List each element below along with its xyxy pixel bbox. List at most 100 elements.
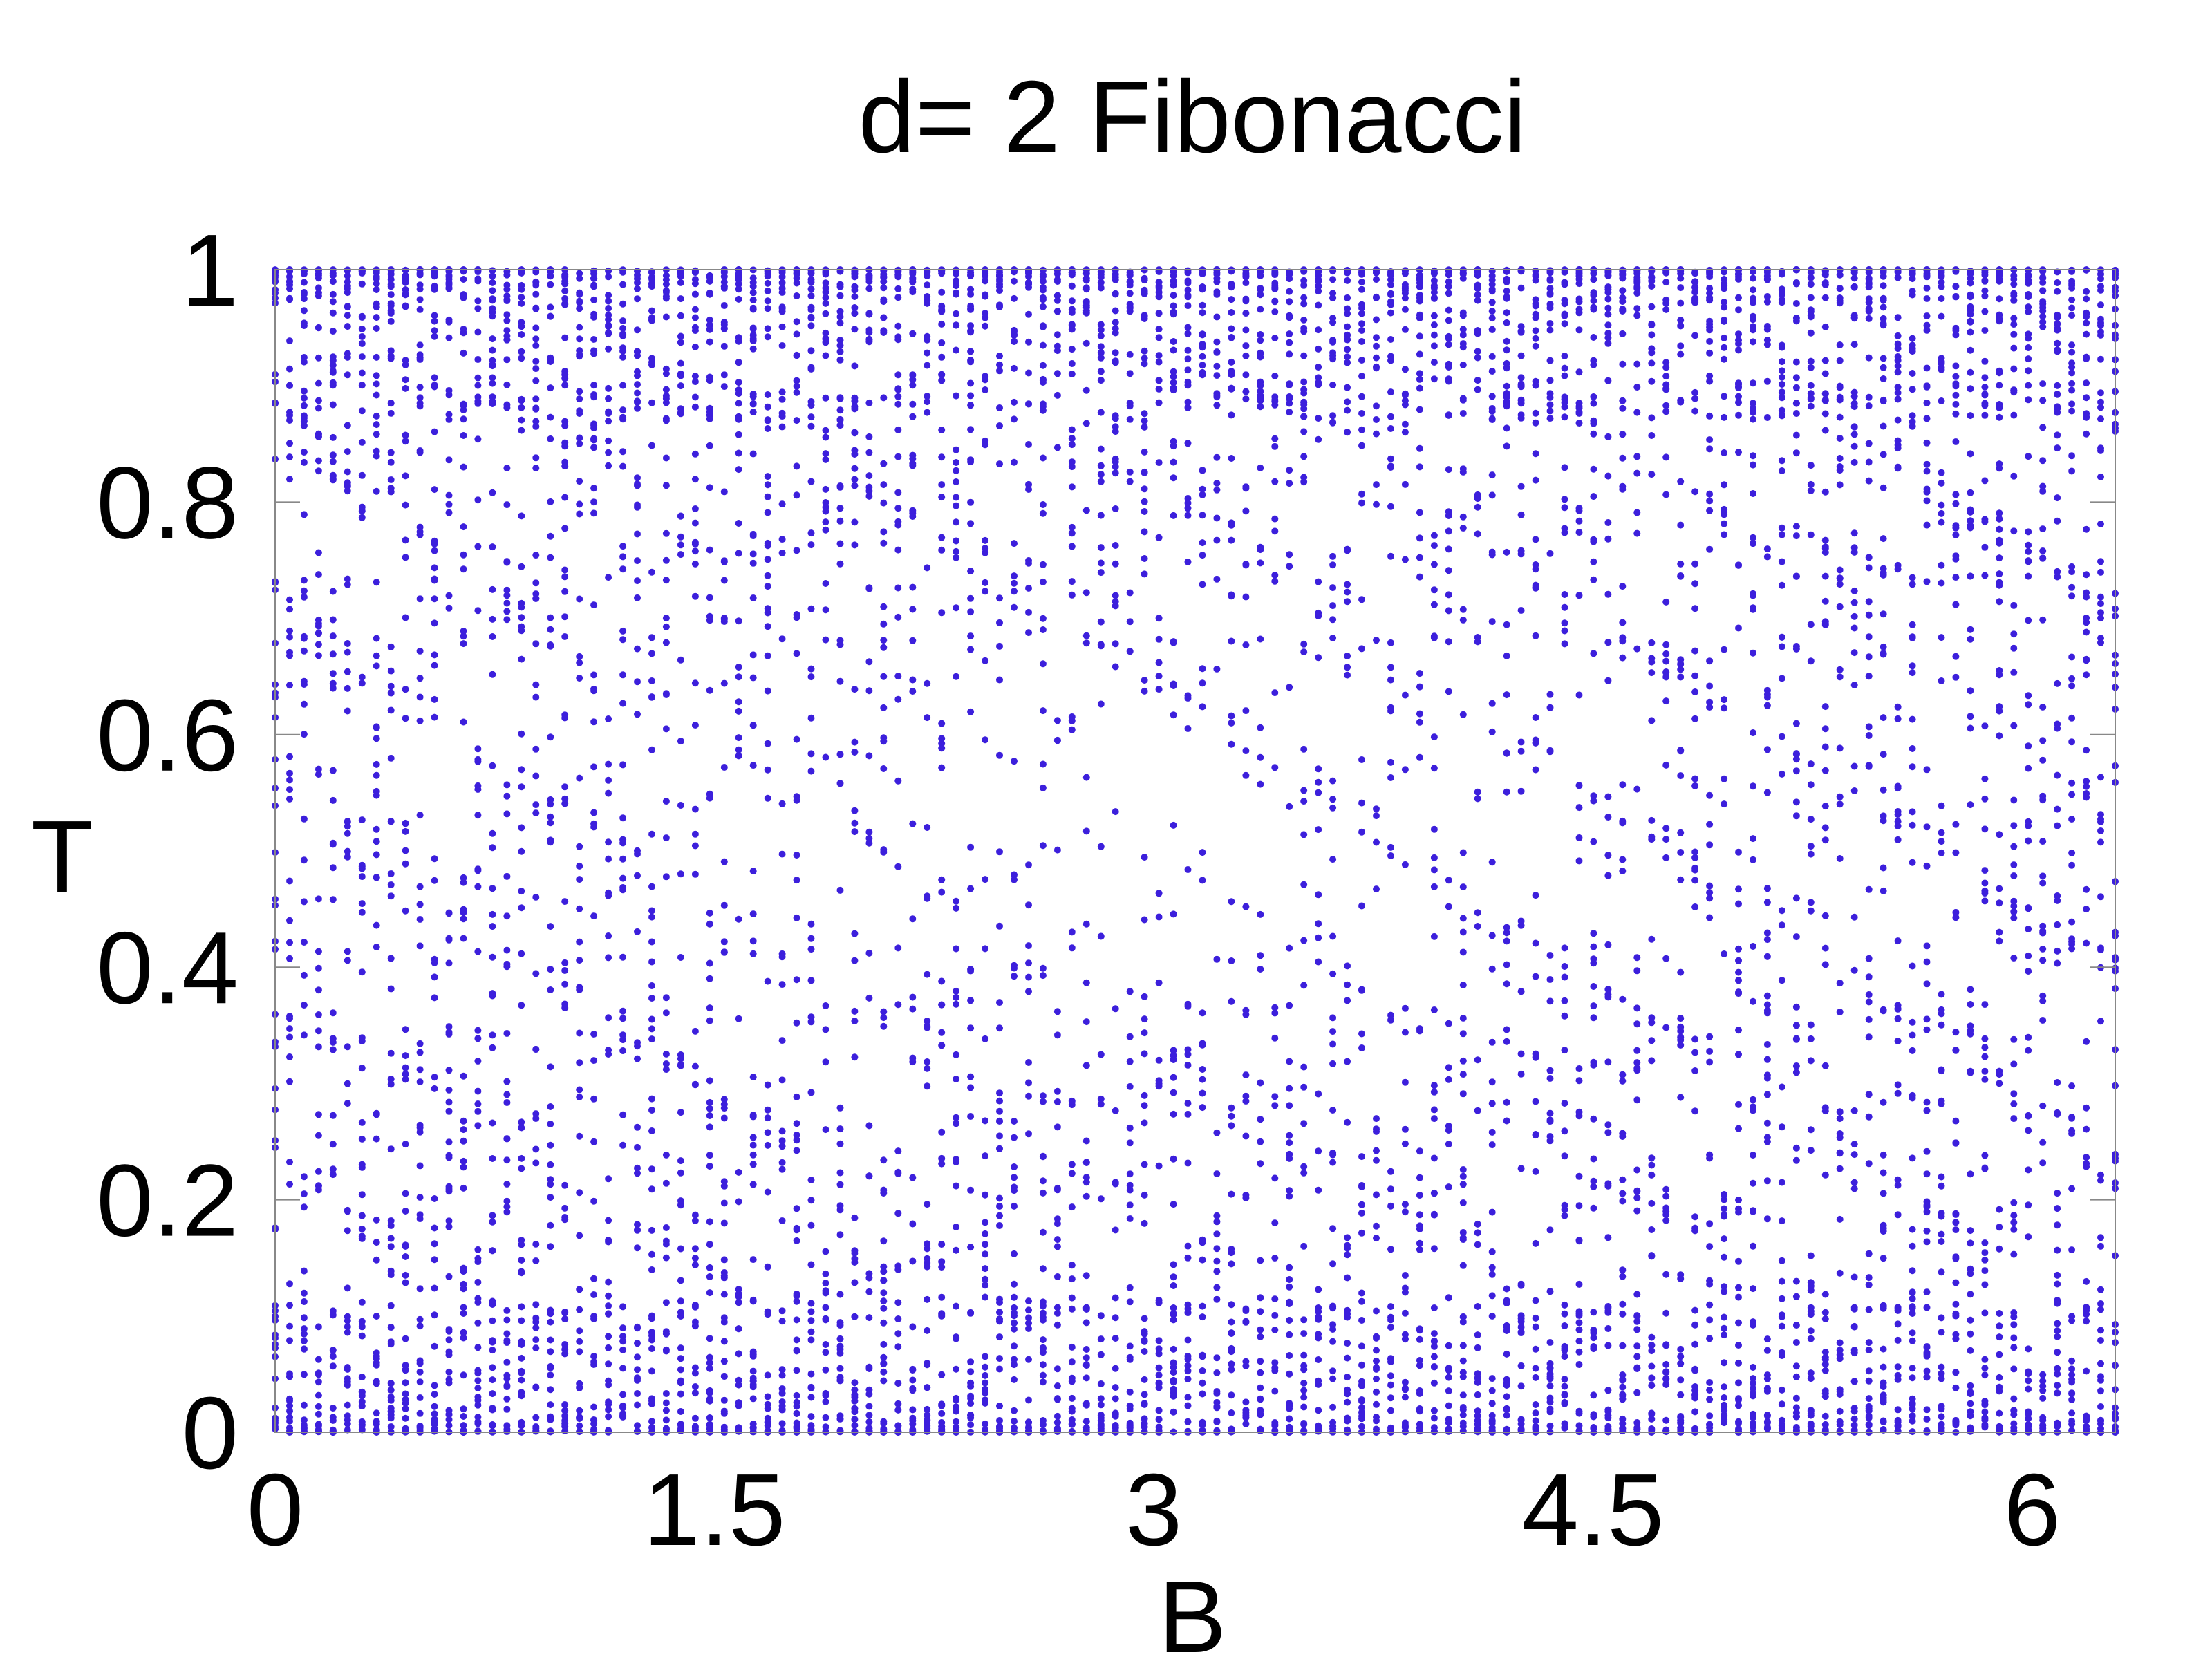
data-point [836,677,844,685]
data-point [315,1182,322,1190]
data-point [1184,1100,1192,1107]
data-point [1329,337,1337,344]
data-point [1286,563,1293,570]
data-point [865,492,873,500]
data-point [1546,1226,1554,1234]
data-point [373,1421,380,1428]
data-point [1300,399,1308,406]
data-point [1141,1050,1148,1058]
data-point [793,793,800,800]
data-point [1112,463,1119,471]
data-point [1430,733,1438,741]
data-point [489,1364,496,1371]
data-point [953,537,960,545]
data-point [503,810,511,818]
data-point [1503,309,1510,317]
data-point [793,1347,800,1355]
data-point [982,1241,989,1248]
data-point [1097,1335,1105,1343]
data-point [1199,301,1206,309]
data-point [1329,1028,1337,1035]
data-point [1141,410,1148,418]
data-point [1257,1333,1264,1340]
data-point [1300,294,1308,301]
data-point [691,1369,699,1377]
data-point [1271,298,1279,306]
data-point [402,1070,409,1078]
data-point [924,393,931,400]
data-point [1430,294,1438,301]
data-point [518,614,525,621]
data-point [503,1422,511,1430]
data-point [924,824,931,831]
data-point [1213,1257,1221,1265]
data-point [416,693,424,701]
data-point [1155,1337,1163,1344]
data-point [474,1396,482,1404]
data-point [938,371,946,379]
data-point [1546,997,1554,1005]
data-point [677,312,684,319]
data-point [880,765,888,772]
data-point [445,1376,453,1383]
data-point [1344,359,1351,366]
data-point [735,449,742,457]
data-point [1141,508,1148,515]
data-point [286,1159,293,1165]
data-point [648,1226,655,1234]
data-point [1155,358,1163,366]
data-point [561,494,569,501]
data-point [1286,330,1293,338]
data-point [1300,937,1308,944]
data-point [329,1112,337,1119]
data-point [691,403,699,411]
data-point [706,1123,713,1131]
data-point [474,435,482,443]
data-point [547,498,554,505]
data-point [1488,491,1496,499]
data-point [1503,621,1510,628]
data-point [1387,455,1394,462]
data-point [909,1421,917,1427]
data-point [1532,409,1539,417]
data-point [749,1113,757,1121]
data-point [1170,1310,1177,1318]
data-point [865,1386,873,1394]
data-point [1358,327,1365,334]
data-point [894,1422,902,1430]
data-point [1155,686,1163,693]
data-point [749,674,757,682]
data-point [503,1395,511,1403]
data-point [1300,831,1308,838]
data-point [1561,353,1568,359]
data-point [1416,710,1423,718]
data-point [953,1335,960,1342]
data-point [1546,1422,1554,1430]
data-point [1271,1387,1279,1395]
data-point [996,422,1003,429]
data-point [1039,323,1047,330]
data-point [967,285,975,293]
data-point [344,575,351,583]
data-point [851,819,859,827]
data-point [1155,385,1163,393]
data-point [605,1406,612,1414]
data-point [431,1382,438,1389]
data-point [576,1029,583,1037]
data-point [982,322,989,330]
data-point [1373,276,1380,283]
data-point [547,1416,554,1423]
data-point [1503,1412,1510,1419]
data-point [1286,395,1293,402]
data-point [691,290,699,298]
data-point [1358,393,1365,400]
data-point [300,1203,308,1211]
data-point [605,273,612,281]
data-point [1068,435,1076,442]
data-point [358,1398,366,1405]
data-point [1170,1345,1177,1353]
data-point [445,1336,453,1344]
data-point [1126,648,1134,655]
data-point [1053,276,1061,283]
data-point [1112,1422,1119,1429]
